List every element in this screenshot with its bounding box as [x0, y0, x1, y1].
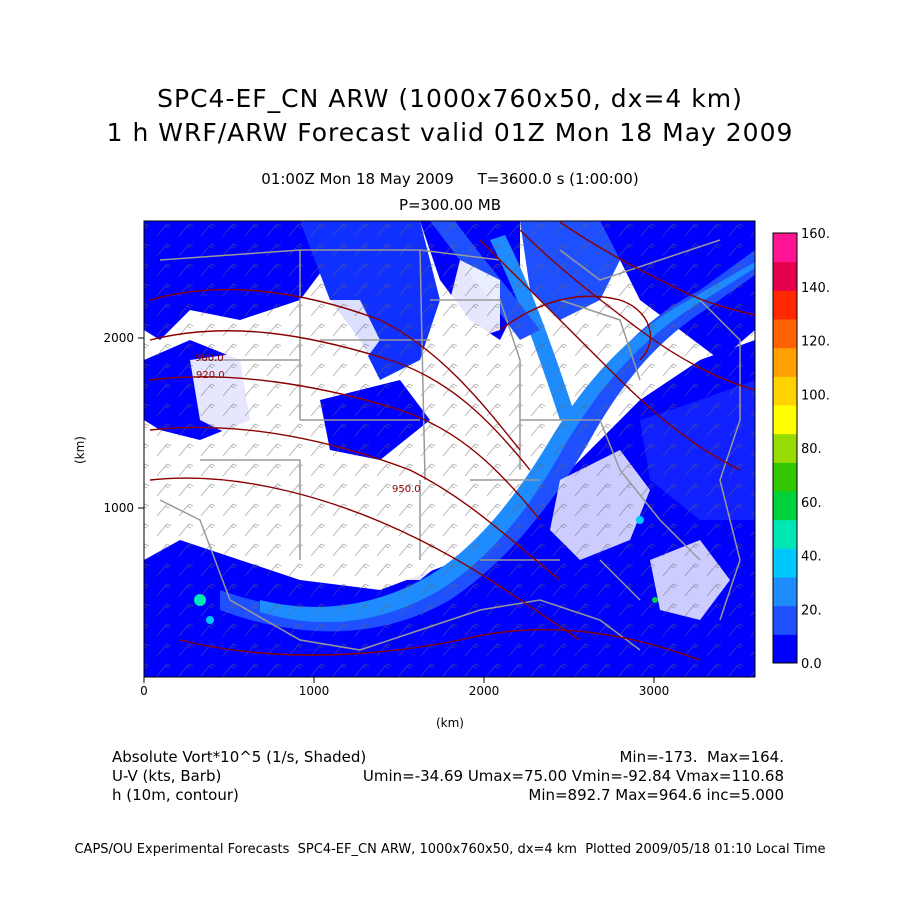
field2-stats: Umin=-34.69 Umax=75.00 Vmin=-92.84 Vmax=… — [362, 767, 784, 785]
field2-name: U-V (kts, Barb) — [112, 767, 222, 785]
field3-name: h (10m, contour) — [112, 786, 239, 804]
colorbar-swatch — [773, 462, 797, 492]
colorbar-swatch — [773, 634, 797, 664]
plot-subtitle: 1 h WRF/ARW Forecast valid 01Z Mon 18 Ma… — [106, 118, 794, 147]
contour-label: 950.0 — [392, 484, 421, 495]
colorbar-swatch — [773, 376, 797, 406]
colorbar-label: 60. — [801, 496, 822, 511]
colorbar-label: 20. — [801, 603, 822, 618]
field3-stats: Min=892.7 Max=964.6 inc=5.000 — [528, 786, 784, 804]
plot-frame — [143, 220, 756, 678]
contour-label: 960.0 — [195, 353, 224, 364]
credit-footer: CAPS/OU Experimental Forecasts SPC4-EF_C… — [74, 842, 826, 857]
x-tick-label: 2000 — [469, 684, 500, 698]
colorbar-label: 120. — [801, 335, 830, 350]
colorbar-swatch — [773, 405, 797, 435]
colorbar-swatch — [773, 519, 797, 549]
colorbar-label: 100. — [801, 388, 830, 403]
colorbar-swatch — [773, 491, 797, 521]
colorbar-swatch — [773, 347, 797, 377]
x-tick-label: 1000 — [299, 684, 330, 698]
y-tick-label: 1000 — [103, 501, 134, 515]
plot-title: SPC4-EF_CN ARW (1000x760x50, dx=4 km) — [157, 84, 743, 113]
colorbar-swatch — [773, 605, 797, 635]
x-tick-label: 3000 — [639, 684, 670, 698]
height-contours — [149, 221, 755, 661]
x-axis: 0 1000 2000 3000 (km) — [140, 677, 669, 730]
colorbar-label: 0.0 — [801, 657, 822, 672]
colorbar-swatch — [773, 233, 797, 263]
colorbar-label: 140. — [801, 281, 830, 296]
colorbar-swatch — [773, 319, 797, 349]
colorbar-swatch — [773, 433, 797, 463]
x-axis-label: (km) — [436, 716, 464, 730]
colorbar-swatch — [773, 290, 797, 320]
colorbar-swatch — [773, 261, 797, 291]
y-tick-label: 2000 — [103, 331, 134, 345]
colorbar: 0.0 20. 40. 60. 80. 100. 120. 140. 160. — [772, 227, 830, 672]
y-axis: 1000 2000 (km) — [73, 331, 144, 515]
model-time: T=3600.0 s (1:00:00) — [477, 170, 639, 188]
valid-time: 01:00Z Mon 18 May 2009 — [261, 170, 454, 188]
contour-labels: 960.0 920.0 950.0 — [195, 353, 421, 495]
y-axis-label: (km) — [73, 436, 87, 464]
field1-name: Absolute Vort*10^5 (1/s, Shaded) — [112, 748, 367, 766]
state-boundaries — [159, 239, 741, 651]
colorbar-label: 40. — [801, 550, 822, 565]
colorbar-swatch — [773, 577, 797, 607]
field1-stats: Min=-173. Max=164. — [619, 748, 784, 766]
map-field: 960.0 920.0 950.0 — [144, 221, 755, 677]
x-tick-label: 0 — [140, 684, 148, 698]
colorbar-label: 80. — [801, 442, 822, 457]
valid-time-line: 01:00Z Mon 18 May 2009 T=3600.0 s (1:00:… — [0, 170, 900, 188]
colorbar-swatch — [773, 548, 797, 578]
pressure-level: P=300.00 MB — [398, 196, 502, 214]
contour-label: 920.0 — [196, 370, 225, 381]
wind-barbs — [144, 221, 755, 677]
colorbar-frame — [772, 232, 798, 664]
colorbar-label: 160. — [801, 227, 830, 242]
